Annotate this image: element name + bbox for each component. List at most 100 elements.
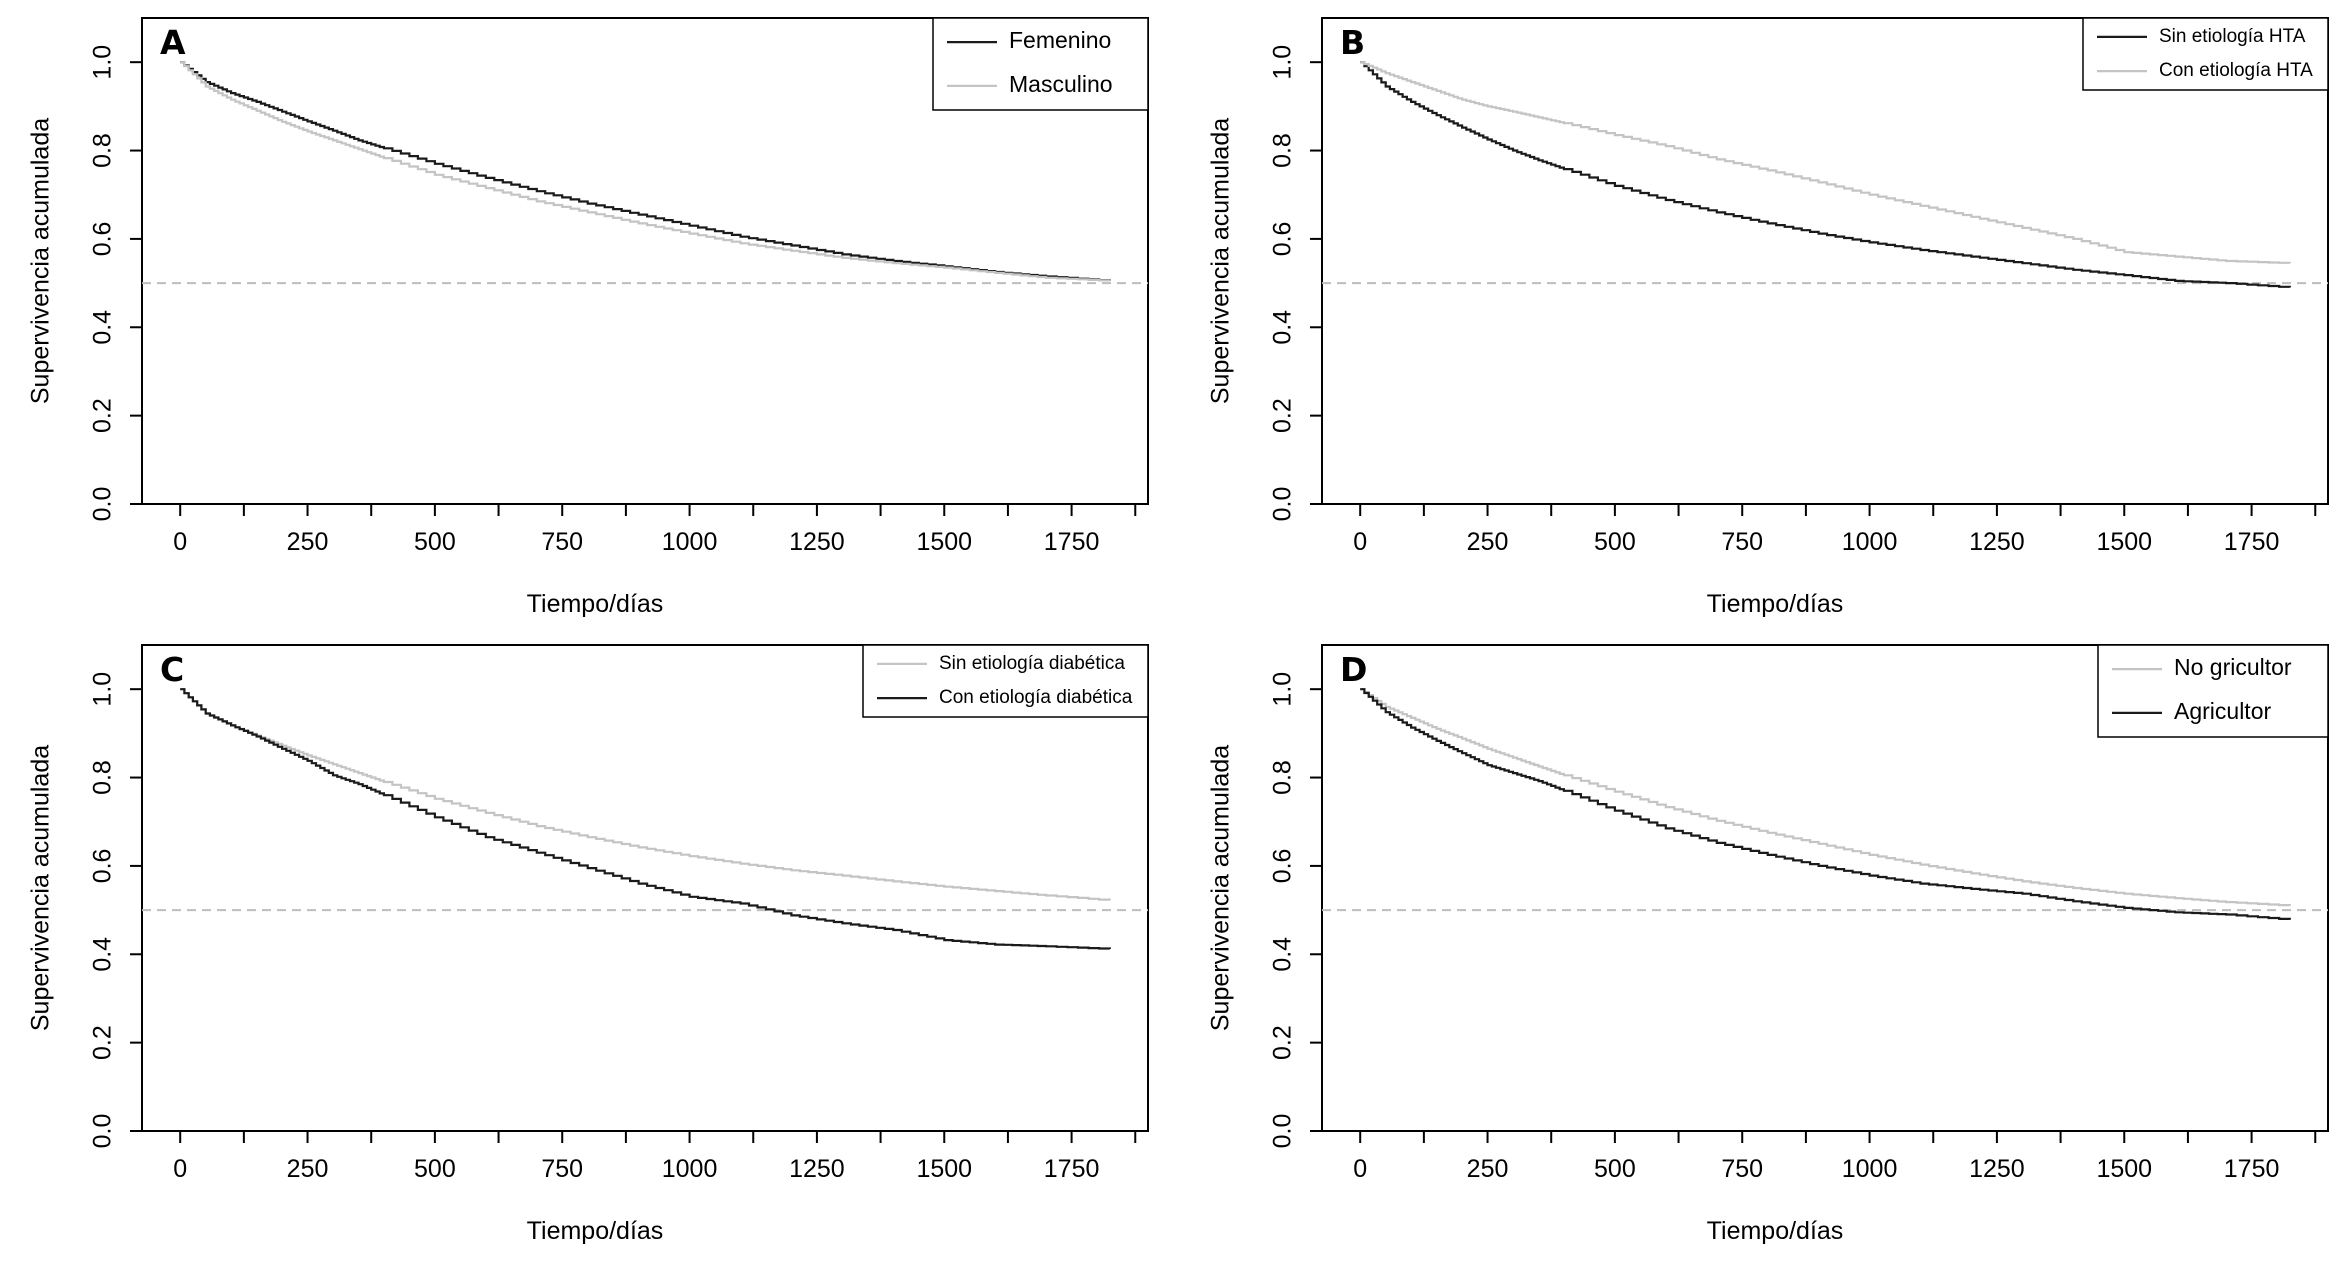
legend: No gricultor Agricultor [2097, 644, 2329, 738]
x-tick-label: 250 [1467, 528, 1509, 556]
y-tick-label: 0.6 [89, 849, 117, 884]
x-tick-label: 0 [173, 1155, 187, 1183]
legend-box [862, 644, 1149, 718]
y-tick-label: 0.6 [1269, 222, 1297, 257]
x-axis-title: Tiempo/días [527, 590, 664, 618]
x-tick-label: 0 [173, 528, 187, 556]
y-tick-label: 1.0 [89, 45, 117, 80]
survival-panel-a: 0 250 500 750 1000 1250 1500 17500.00.20.40.60.… [27, 17, 1149, 618]
series-line [1360, 61, 2291, 288]
y-axis-title: Supervivencia acumulada [27, 745, 55, 1031]
y-axis-title: Supervivencia acumulada [1207, 745, 1235, 1031]
x-tick-label: 1250 [789, 1155, 845, 1183]
x-tick-label: 1500 [2096, 528, 2152, 556]
legend-label: Masculino [1009, 71, 1113, 97]
legend: Femenino Masculino [932, 17, 1149, 111]
y-tick-label: 1.0 [1269, 45, 1297, 80]
x-tick-label: 0 [1353, 1155, 1367, 1183]
y-tick-label: 0.2 [89, 1025, 117, 1060]
y-axis: 0.0 0.2 0.4 0.6 0.8 1.0 [89, 672, 142, 1149]
x-tick-label: 1750 [2224, 528, 2280, 556]
panel-label: D [1340, 650, 1367, 689]
series-line [180, 688, 1111, 901]
survival-panel-b: 0 250 500 750 1000 1250 1500 17500.00.20.40.60.… [1207, 17, 2329, 618]
y-tick-label: 0.4 [1269, 310, 1297, 345]
y-tick-label: 0.6 [89, 222, 117, 257]
y-tick-label: 0.2 [1269, 1025, 1297, 1060]
plot-frame [141, 644, 1149, 1132]
y-tick-label: 0.2 [1269, 398, 1297, 433]
y-tick-label: 0.2 [89, 398, 117, 433]
y-tick-label: 0.0 [89, 1114, 117, 1149]
y-tick-label: 0.0 [1269, 487, 1297, 522]
x-tick-label: 1500 [2096, 1155, 2152, 1183]
y-tick-label: 1.0 [89, 672, 117, 707]
legend-label: Con etiología diabética [939, 687, 1133, 708]
plot-frame [141, 17, 1149, 505]
x-tick-label: 1000 [662, 1155, 718, 1183]
x-tick-label: 0 [1353, 528, 1367, 556]
y-tick-label: 0.4 [1269, 937, 1297, 972]
x-tick-label: 1250 [1969, 528, 2025, 556]
x-tick-label: 500 [1594, 1155, 1636, 1183]
y-tick-label: 0.4 [89, 310, 117, 345]
series-line [180, 688, 1111, 950]
x-tick-label: 250 [287, 1155, 329, 1183]
plot-frame [1321, 17, 2329, 505]
x-tick-label: 1500 [916, 1155, 972, 1183]
y-tick-label: 1.0 [1269, 672, 1297, 707]
x-tick-label: 750 [1721, 1155, 1763, 1183]
x-axis: 0 250 500 750 1000 1250 1500 1750 [173, 504, 1137, 556]
legend-box [2097, 644, 2329, 738]
x-tick-label: 250 [1467, 1155, 1509, 1183]
legend: Sin etiología diabética Con etiología dia… [862, 644, 1149, 718]
series-line [1360, 688, 2291, 907]
series-line [1360, 688, 2291, 920]
legend-box [932, 17, 1149, 111]
x-tick-label: 1000 [1842, 1155, 1898, 1183]
panel-label: A [160, 23, 186, 62]
panel-label: B [1340, 23, 1365, 62]
legend-label: Con etiología HTA [2159, 60, 2313, 81]
y-axis: 0.0 0.2 0.4 0.6 0.8 1.0 [1269, 45, 1322, 522]
series-line [1360, 61, 2291, 264]
legend-label: Sin etiología diabética [939, 653, 1125, 674]
series-line [180, 61, 1111, 282]
x-tick-label: 1750 [2224, 1155, 2280, 1183]
y-tick-label: 0.0 [1269, 1114, 1297, 1149]
y-tick-label: 0.8 [89, 133, 117, 168]
x-tick-label: 750 [541, 528, 583, 556]
legend-label: Sin etiología HTA [2159, 26, 2306, 47]
x-tick-label: 750 [541, 1155, 583, 1183]
legend-label: Agricultor [2174, 698, 2271, 724]
y-tick-label: 0.6 [1269, 849, 1297, 884]
y-axis-title: Supervivencia acumulada [27, 118, 55, 404]
x-axis-title: Tiempo/días [1707, 590, 1844, 618]
y-axis: 0.0 0.2 0.4 0.6 0.8 1.0 [89, 45, 142, 522]
x-axis-title: Tiempo/días [527, 1217, 664, 1245]
x-tick-label: 1500 [916, 528, 972, 556]
x-tick-label: 500 [1594, 528, 1636, 556]
y-tick-label: 0.8 [1269, 760, 1297, 795]
x-axis: 0 250 500 750 1000 1250 1500 1750 [173, 1131, 1137, 1183]
x-tick-label: 1250 [789, 528, 845, 556]
x-tick-label: 1750 [1044, 1155, 1100, 1183]
x-tick-label: 500 [414, 1155, 456, 1183]
x-tick-label: 750 [1721, 528, 1763, 556]
x-axis-title: Tiempo/días [1707, 1217, 1844, 1245]
y-tick-label: 0.0 [89, 487, 117, 522]
x-tick-label: 1750 [1044, 528, 1100, 556]
y-axis-title: Supervivencia acumulada [1207, 118, 1235, 404]
x-tick-label: 250 [287, 528, 329, 556]
legend-label: Femenino [1009, 27, 1111, 53]
plot-frame [1321, 644, 2329, 1132]
panel-label: C [160, 650, 184, 689]
x-tick-label: 1000 [1842, 528, 1898, 556]
y-tick-label: 0.4 [89, 937, 117, 972]
x-tick-label: 1250 [1969, 1155, 2025, 1183]
x-axis: 0 250 500 750 1000 1250 1500 1750 [1353, 504, 2317, 556]
x-tick-label: 1000 [662, 528, 718, 556]
x-axis: 0 250 500 750 1000 1250 1500 1750 [1353, 1131, 2317, 1183]
survival-panel-c: 0 250 500 750 1000 1250 1500 17500.00.20.40.60.… [27, 644, 1149, 1245]
